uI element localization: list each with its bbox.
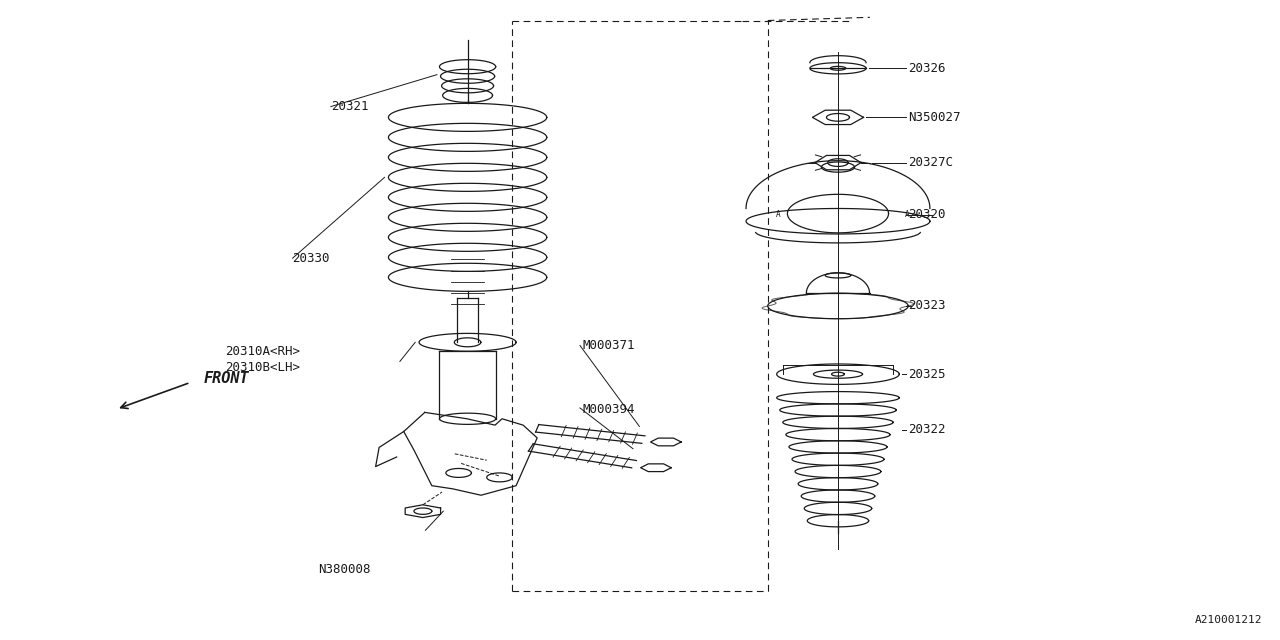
Text: 20323: 20323 (909, 300, 946, 312)
Text: M000394: M000394 (582, 403, 635, 416)
Text: 20322: 20322 (909, 423, 946, 436)
Text: 20325: 20325 (909, 367, 946, 381)
Text: FRONT: FRONT (204, 371, 248, 386)
Text: 20310B<LH>: 20310B<LH> (225, 362, 300, 374)
Text: 20330: 20330 (293, 252, 330, 265)
Text: 20327C: 20327C (909, 156, 954, 169)
Text: 20320: 20320 (909, 209, 946, 221)
Text: 20310A<RH>: 20310A<RH> (225, 346, 300, 358)
Text: A210001212: A210001212 (1194, 614, 1262, 625)
Text: N380008: N380008 (319, 563, 371, 576)
Text: M000371: M000371 (582, 339, 635, 352)
Text: 20321: 20321 (332, 100, 369, 113)
Text: 20326: 20326 (909, 62, 946, 75)
Text: A: A (905, 211, 909, 220)
Text: N350027: N350027 (909, 111, 961, 124)
Text: A: A (776, 211, 781, 220)
